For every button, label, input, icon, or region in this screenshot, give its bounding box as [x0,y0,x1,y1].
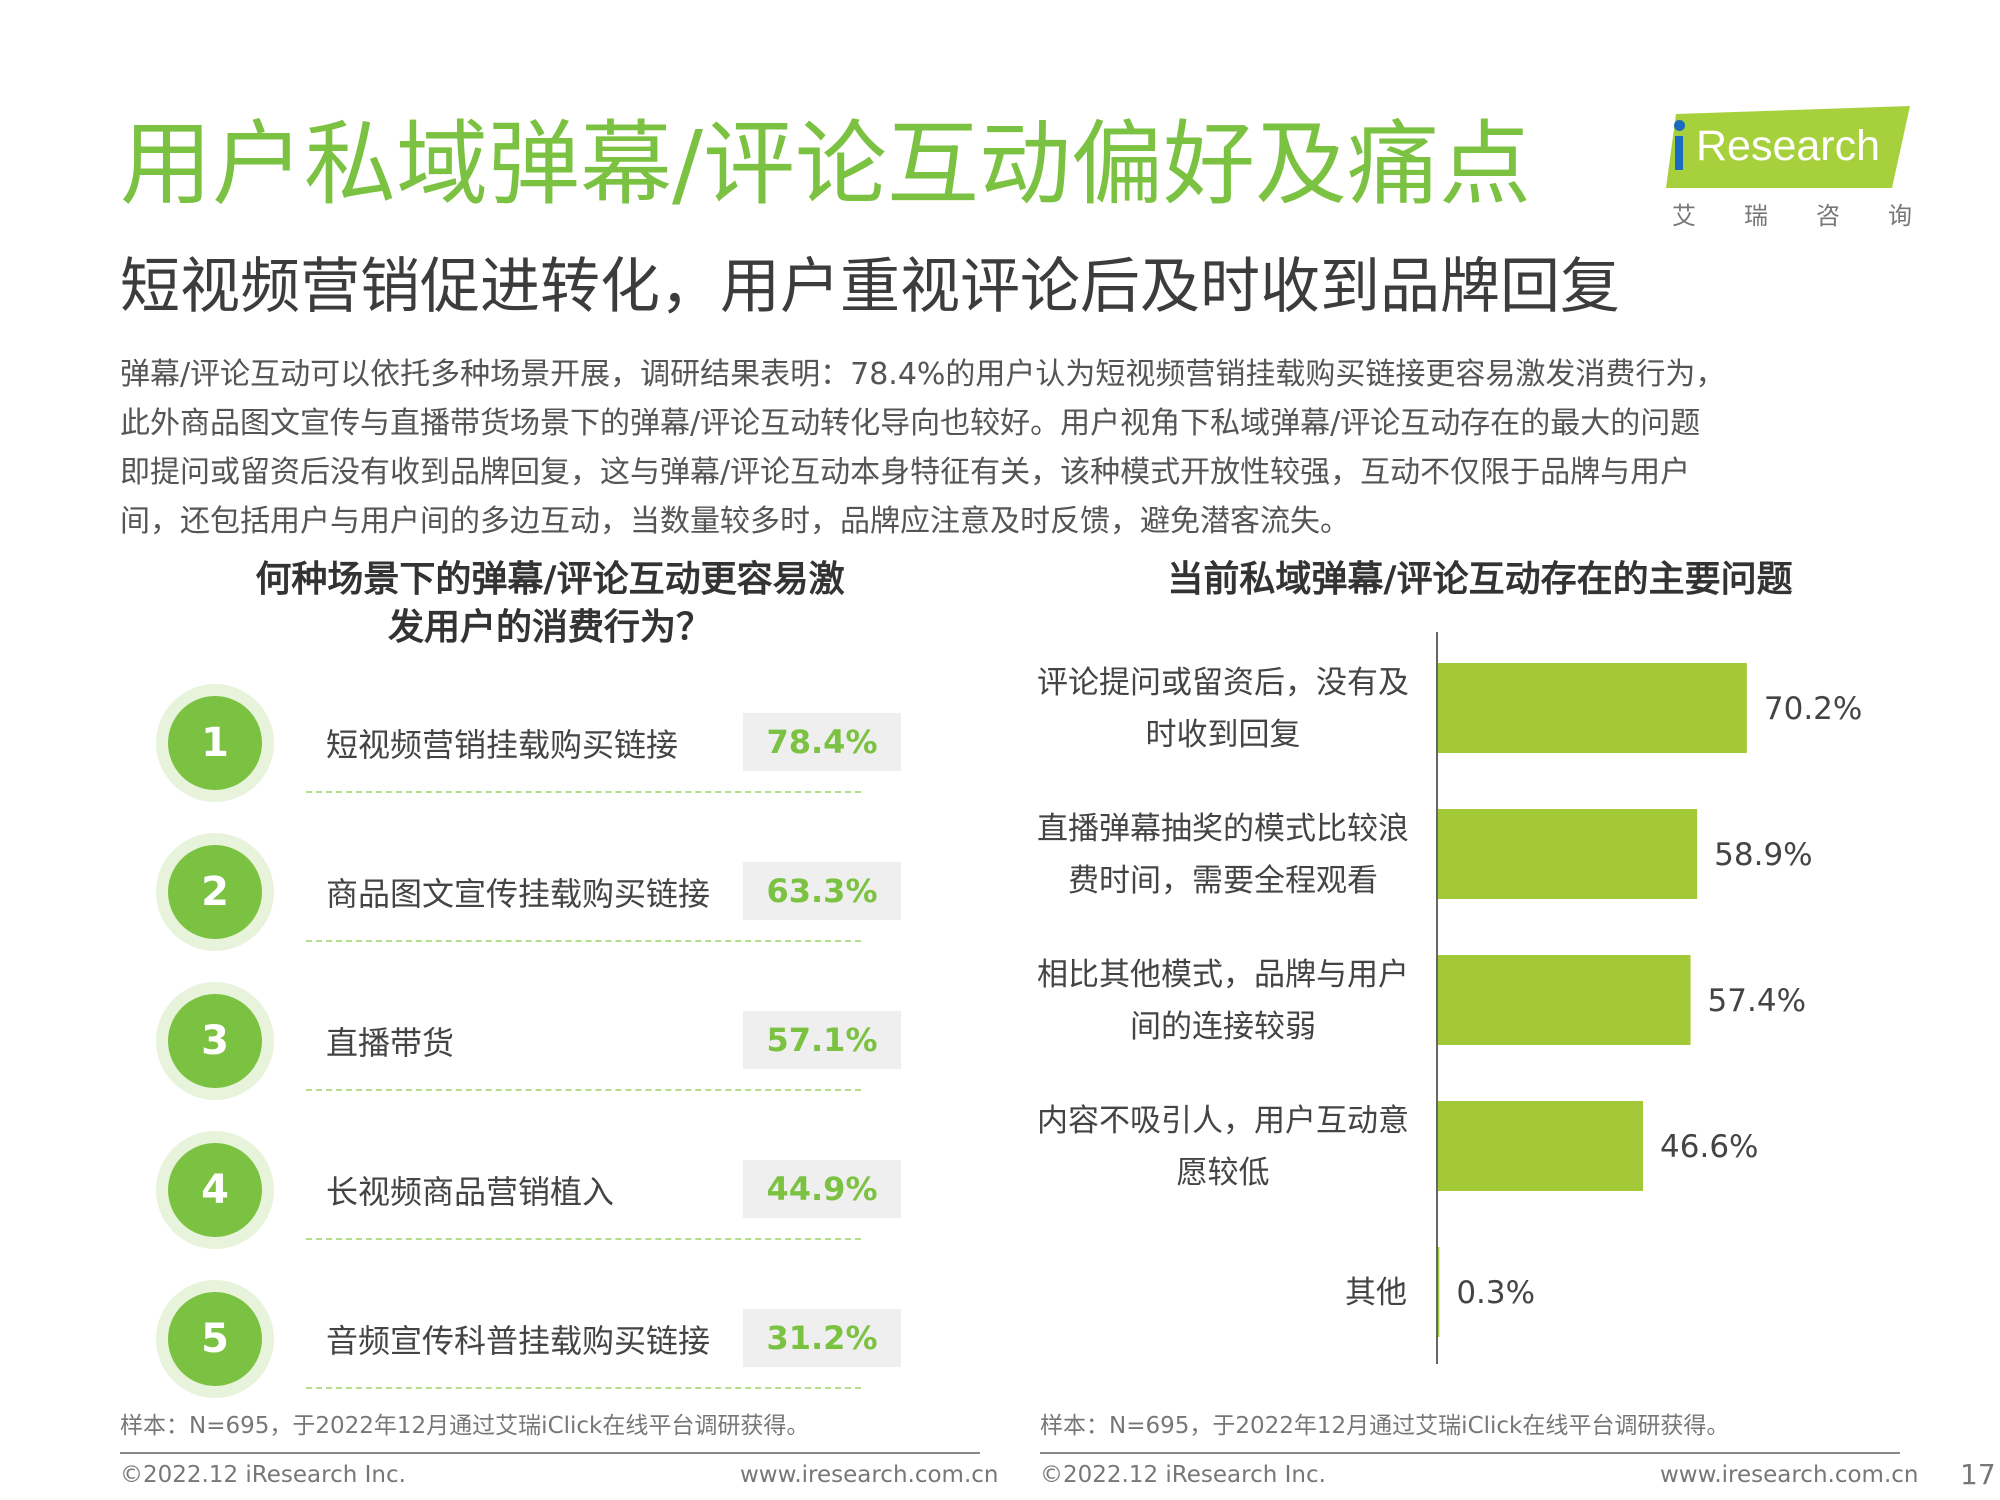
rank-badge: 3 [168,994,262,1088]
intro-paragraph: 弹幕/评论互动可以依托多种场景开展，调研结果表明：78.4%的用户认为短视频营销… [120,350,1910,546]
logo-word: Research [1696,122,1881,170]
intro-line: 间，还包括用户与用户间的多边互动，当数量较多时，品牌应注意及时反馈，避免潜客流失… [120,504,1350,539]
dashed-divider [306,1387,861,1389]
logo-i-stem [1675,136,1683,170]
rank-badge: 5 [168,1292,262,1386]
category-label: 评论提问或留资后，没有及 [1037,665,1409,701]
dashed-divider [306,1089,861,1091]
rank-label: 商品图文宣传挂载购买链接 [326,875,711,913]
iresearch-logo: Research 艾 瑞 咨 询 [1666,106,1912,231]
category-label: 费时间，需要全程观看 [1068,863,1378,899]
page-subtitle: 短视频营销促进转化，用户重视评论后及时收到品牌回复 [120,252,1620,322]
category-label: 内容不吸引人，用户互动意 [1037,1103,1409,1139]
sample-note: 样本：N=695，于2022年12月通过艾瑞iClick在线平台调研获得。 [120,1413,810,1439]
category-label: 其他 [1345,1275,1407,1311]
left-chart-title-line: 发用户的消费行为？ [387,607,712,648]
rank-row: 2 商品图文宣传挂载购买链接 63.3% [156,833,956,953]
rank-row: 4 长视频商品营销植入 44.9% [156,1131,956,1251]
rank-label: 音频宣传科普挂载购买链接 [326,1322,711,1360]
logo-char: 艾 [1672,202,1696,230]
bar [1438,1101,1644,1191]
bar-value-label: 57.4% [1708,983,1806,1019]
sample-note: 样本：N=695，于2022年12月通过艾瑞iClick在线平台调研获得。 [1040,1413,1730,1439]
rank-label: 直播带货 [326,1024,455,1062]
rank-value: 78.4% [766,723,878,761]
rank-badge: 4 [168,1143,262,1237]
category-label: 时收到回复 [1146,717,1301,753]
rank-value-box: 57.1% [743,1011,901,1069]
rank-value: 63.3% [766,872,878,910]
left-chart-title: 何种场景下的弹幕/评论互动更容易激 发用户的消费行为？ [180,556,920,652]
intro-line: 弹幕/评论互动可以依托多种场景开展，调研结果表明：78.4%的用户认为短视频营销… [120,357,1726,392]
logo-i-dot [1674,120,1685,131]
rank-value-box: 44.9% [743,1160,901,1218]
rank-value: 44.9% [766,1170,878,1208]
website-url: www.iresearch.com.cn [1660,1462,1919,1488]
category-label: 愿较低 [1177,1155,1270,1191]
rank-value-box: 78.4% [743,713,901,771]
rank-badge: 2 [168,845,262,939]
right-chart-title: 当前私域弹幕/评论互动存在的主要问题 [1167,559,1793,600]
bar-value-label: 70.2% [1764,691,1862,727]
category-label: 相比其他模式，品牌与用户 [1037,957,1409,993]
rank-value-box: 31.2% [743,1309,901,1367]
left-chart-title-line: 何种场景下的弹幕/评论互动更容易激 [255,559,845,600]
bar-value-label: 46.6% [1660,1129,1758,1165]
rank-value: 57.1% [766,1021,878,1059]
logo-char: 询 [1888,202,1912,230]
rank-value: 31.2% [766,1319,878,1357]
logo-char: 瑞 [1744,202,1768,230]
bar [1438,809,1698,899]
category-label: 直播弹幕抽奖的模式比较浪 [1037,811,1409,847]
copyright: ©2022.12 iResearch Inc. [120,1462,406,1488]
footer-divider [120,1452,980,1454]
website-url: www.iresearch.com.cn [740,1462,999,1488]
bar-value-label: 0.3% [1456,1275,1535,1311]
rank-label: 长视频商品营销植入 [326,1173,615,1211]
rank-badge: 1 [168,696,262,790]
dashed-divider [306,791,861,793]
dashed-divider [306,1238,861,1240]
dashed-divider [306,940,861,942]
rank-row: 3 直播带货 57.1% [156,982,956,1102]
page-title: 用户私域弹幕/评论互动偏好及痛点 [120,111,1531,218]
logo-chinese-name: 艾 瑞 咨 询 [1672,196,1912,231]
intro-line: 即提问或留资后没有收到品牌回复，这与弹幕/评论互动本身特征有关，该种模式开放性较… [120,455,1691,490]
bar [1438,955,1691,1045]
category-label: 间的连接较弱 [1130,1009,1316,1045]
intro-line: 此外商品图文宣传与直播带货场景下的弹幕/评论互动转化导向也较好。用户视角下私域弹… [120,406,1701,441]
footer-divider [1040,1452,1900,1454]
rank-value-box: 63.3% [743,862,901,920]
logo-char: 咨 [1816,202,1840,230]
bar [1438,663,1747,753]
page-number: 17 [1960,1458,1996,1491]
copyright: ©2022.12 iResearch Inc. [1040,1462,1326,1488]
rank-row: 1 短视频营销挂载购买链接 78.4% [156,684,956,804]
bar-value-label: 58.9% [1714,837,1812,873]
bar [1438,1247,1440,1337]
logo-banner [1666,106,1910,188]
rank-label: 短视频营销挂载购买链接 [326,726,679,764]
rank-row: 5 音频宣传科普挂载购买链接 31.2% [156,1280,956,1400]
